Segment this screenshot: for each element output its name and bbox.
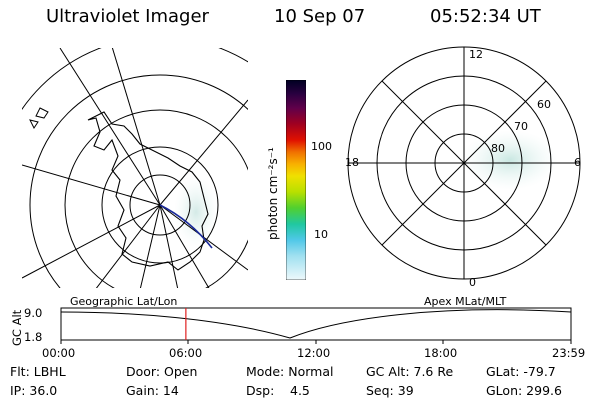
mode-value: Mode: Normal bbox=[246, 364, 334, 379]
mlt-label-6: 6 bbox=[574, 156, 581, 169]
x-tick-0000: 00:00 bbox=[42, 346, 76, 360]
x-tick-1800: 18:00 bbox=[424, 346, 458, 360]
gc-alt-value: GC Alt: 7.6 Re bbox=[366, 364, 454, 379]
aurora-glow bbox=[174, 176, 218, 248]
gain-value: Gain: 14 bbox=[126, 383, 179, 398]
ip-value: IP: 36.0 bbox=[10, 383, 58, 398]
colorbar-tick-10: 10 bbox=[314, 228, 328, 241]
colorbar-tick-100: 100 bbox=[311, 140, 332, 153]
polar-aurora-glow bbox=[462, 130, 558, 190]
seq-value: Seq: 39 bbox=[366, 383, 414, 398]
flt-value: Flt: LBHL bbox=[10, 364, 66, 379]
mlat-label-70: 70 bbox=[514, 120, 528, 133]
time-label: 05:52:34 UT bbox=[430, 6, 541, 27]
door-value: Door: Open bbox=[126, 364, 198, 379]
y-tick-1-8: 1.8 bbox=[24, 330, 43, 344]
altitude-curve bbox=[60, 309, 572, 339]
glat-value: GLat: -79.7 bbox=[486, 364, 556, 379]
dsp-value: 4.5 bbox=[290, 383, 310, 398]
colorbar bbox=[286, 80, 306, 280]
mlt-label-0: 0 bbox=[469, 276, 476, 289]
date-label: 10 Sep 07 bbox=[274, 6, 366, 27]
mlat-label-60: 60 bbox=[537, 98, 551, 111]
dsp-label: Dsp: bbox=[246, 383, 275, 398]
x-tick-1200: 12:00 bbox=[297, 346, 331, 360]
geographic-title: Geographic Lat/Lon bbox=[70, 295, 178, 308]
apex-title: Apex MLat/MLT bbox=[424, 295, 507, 308]
mlt-label-18: 18 bbox=[345, 156, 359, 169]
glon-value: GLon: 299.6 bbox=[486, 383, 562, 398]
y-tick-9: 9.0 bbox=[24, 306, 43, 320]
mlat-label-80: 80 bbox=[491, 142, 505, 155]
x-tick-0600: 06:00 bbox=[169, 346, 203, 360]
mlt-label-12: 12 bbox=[469, 48, 483, 61]
instrument-title: Ultraviolet Imager bbox=[46, 6, 209, 27]
satellite-track bbox=[159, 204, 213, 249]
x-tick-2359: 23:59 bbox=[552, 346, 586, 360]
